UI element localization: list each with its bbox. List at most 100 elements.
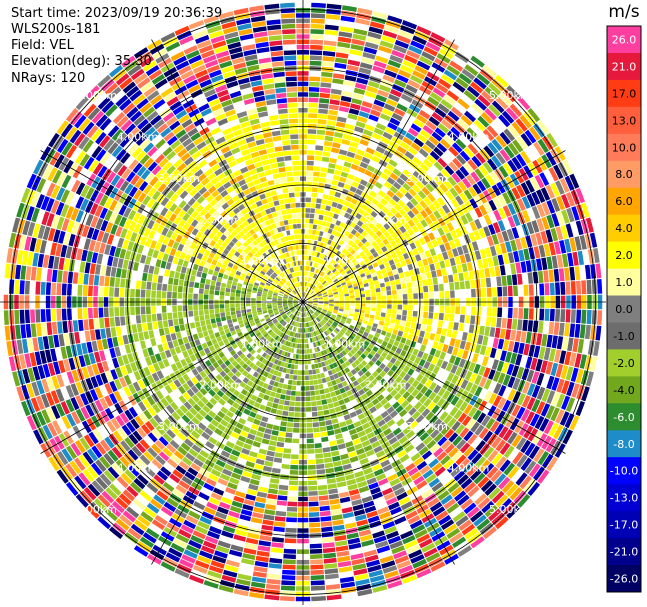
gate	[543, 270, 549, 283]
gate	[378, 320, 385, 326]
gate	[475, 440, 486, 452]
gate	[236, 340, 243, 347]
gate	[222, 468, 233, 477]
gate	[351, 242, 357, 249]
gate	[239, 452, 249, 460]
gate	[117, 356, 125, 367]
gate	[444, 428, 455, 439]
gate	[183, 549, 198, 559]
gate	[324, 323, 330, 329]
gate	[476, 354, 484, 365]
gate	[355, 306, 360, 310]
gate	[238, 480, 249, 488]
gate	[117, 427, 128, 439]
gate	[249, 368, 256, 375]
gate	[357, 413, 366, 420]
gate	[321, 526, 333, 533]
gate	[410, 275, 417, 282]
gate	[342, 133, 352, 141]
gate	[324, 568, 339, 575]
gate	[379, 378, 387, 386]
gate	[345, 123, 355, 131]
gate	[309, 543, 322, 549]
gate	[103, 453, 115, 466]
gate	[352, 346, 359, 353]
gate	[343, 517, 356, 524]
gate	[284, 373, 290, 379]
gate	[307, 129, 317, 134]
gate	[285, 395, 291, 401]
gate	[319, 328, 324, 333]
gate	[312, 224, 318, 230]
gate	[444, 259, 451, 268]
gate	[424, 265, 431, 273]
gate	[502, 89, 516, 103]
gate	[310, 245, 314, 251]
ray-38	[307, 304, 580, 431]
gate	[80, 406, 90, 420]
gate	[271, 537, 284, 543]
gate	[179, 404, 189, 414]
gate	[291, 385, 297, 391]
gate	[494, 74, 509, 88]
gate	[278, 318, 283, 322]
gate	[383, 194, 392, 202]
gate	[312, 279, 316, 284]
gate	[378, 45, 392, 54]
gate	[389, 410, 398, 419]
gate	[459, 442, 471, 454]
gate	[270, 472, 280, 479]
gate	[344, 354, 351, 360]
gate	[379, 316, 385, 322]
gate	[279, 479, 289, 485]
gate	[122, 334, 129, 345]
gate	[298, 306, 301, 311]
gate	[280, 469, 290, 475]
gate	[122, 354, 130, 365]
gate	[336, 325, 342, 331]
gate	[293, 303, 298, 305]
gate	[313, 286, 317, 291]
gate	[395, 279, 401, 285]
gate	[280, 311, 285, 315]
gate	[306, 305, 310, 310]
gate	[51, 405, 61, 420]
gate	[260, 387, 267, 394]
gate	[371, 463, 382, 472]
gate	[178, 395, 187, 404]
gate	[581, 280, 587, 295]
gate	[398, 69, 412, 79]
gate	[268, 396, 275, 403]
gate	[488, 82, 502, 96]
gate	[309, 316, 312, 321]
gate	[375, 237, 382, 245]
gate	[333, 262, 339, 268]
gate	[355, 475, 366, 483]
gate	[367, 321, 373, 327]
gate	[143, 331, 150, 340]
gate	[312, 285, 317, 290]
gate	[459, 458, 471, 470]
gate	[328, 305, 334, 308]
gate	[242, 504, 254, 511]
gate	[75, 395, 85, 408]
gate	[316, 310, 321, 314]
gate	[94, 399, 104, 412]
gate	[565, 223, 574, 238]
ray-61	[280, 307, 303, 602]
gate	[364, 270, 371, 276]
gate	[527, 481, 541, 496]
gate	[361, 276, 367, 281]
gate	[368, 203, 377, 210]
gate	[539, 283, 545, 296]
gate	[402, 169, 412, 178]
gate	[507, 448, 519, 462]
gate	[187, 420, 197, 430]
gate	[351, 499, 363, 506]
ray-21	[307, 159, 573, 300]
gate	[319, 500, 330, 506]
gate	[318, 182, 325, 189]
gate	[391, 112, 403, 122]
gate	[450, 306, 455, 314]
gate	[342, 326, 348, 332]
